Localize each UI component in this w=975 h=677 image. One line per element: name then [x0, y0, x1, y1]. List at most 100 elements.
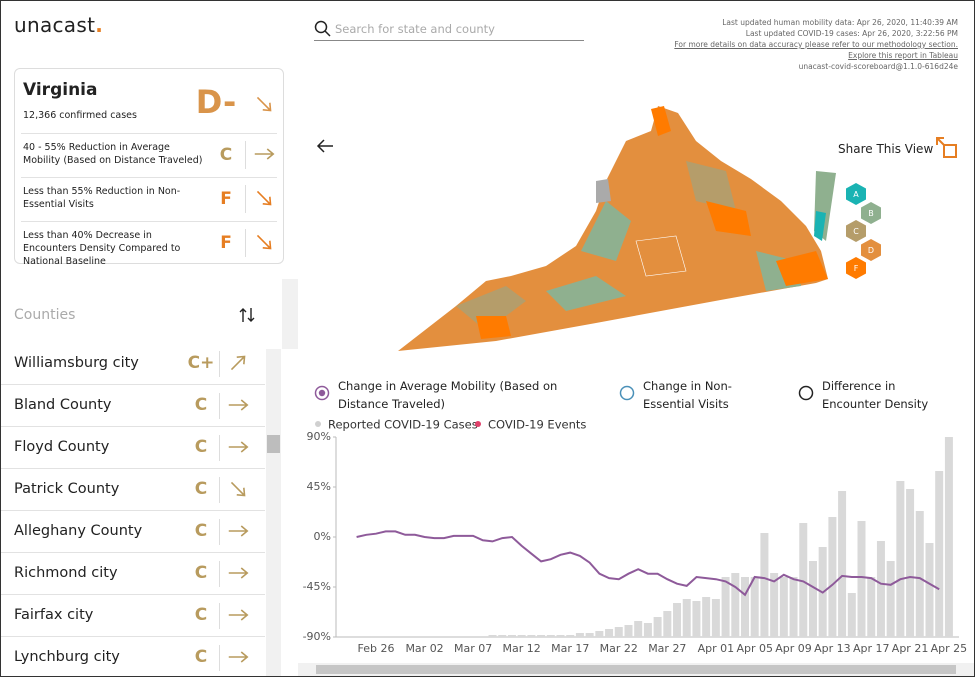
trend-arrow — [228, 609, 249, 621]
trend-arrow — [254, 148, 275, 160]
x-tick-label: Mar 22 — [600, 642, 638, 655]
county-grade: C — [194, 647, 208, 667]
county-row[interactable]: Bland County C — [1, 385, 265, 427]
x-tick-label: Mar 07 — [454, 642, 492, 655]
arrow-shape — [228, 399, 249, 411]
y-tick-label: -45% — [303, 580, 331, 593]
case-bar — [643, 623, 652, 637]
case-bar — [944, 437, 953, 637]
divider — [21, 133, 277, 134]
state-grade: D- — [195, 83, 237, 121]
radio[interactable] — [314, 385, 330, 401]
legend-label: Reported COVID-19 Cases — [328, 418, 478, 432]
sort-icon[interactable] — [237, 305, 257, 325]
back-button[interactable] — [315, 137, 337, 155]
y-tick-label: 45% — [307, 480, 331, 493]
county-name: Richmond city — [14, 565, 118, 581]
x-tick-label: Apr 25 — [931, 642, 968, 655]
arrow-shape — [228, 567, 249, 579]
radio-ring — [314, 385, 330, 401]
county-scrollbar[interactable] — [266, 349, 281, 676]
separator — [219, 603, 220, 629]
arrow-shape — [256, 190, 272, 206]
grade-letter: B — [868, 209, 874, 218]
case-bar — [886, 561, 895, 637]
grade-hex: C — [846, 220, 866, 242]
arrow-shape — [228, 525, 249, 537]
arrow-shape — [256, 234, 272, 250]
case-bar — [838, 491, 847, 637]
separator — [245, 141, 246, 169]
county-row[interactable]: Lynchburg city C — [1, 637, 265, 676]
county-grade: C — [194, 563, 208, 583]
metric-grade: F — [220, 233, 232, 253]
separator — [245, 229, 246, 257]
county-row[interactable]: Patrick County C — [1, 469, 265, 511]
radio-dot — [318, 389, 326, 397]
legend-dot — [475, 421, 481, 427]
case-bar — [857, 521, 866, 637]
case-bar — [517, 635, 526, 637]
case-bar — [711, 599, 720, 637]
arrow-shape — [230, 355, 246, 371]
case-bar — [595, 631, 604, 637]
search-box[interactable]: Search for state and county — [314, 18, 584, 41]
case-bar — [682, 599, 691, 637]
case-bar — [770, 573, 779, 637]
case-bar — [653, 617, 662, 637]
metric-grade: F — [220, 189, 232, 209]
trend-arrow — [230, 355, 246, 371]
county-row[interactable]: Fairfax city C — [1, 595, 265, 637]
separator — [245, 185, 246, 213]
arrow-shape — [228, 441, 249, 453]
state-cases: 12,366 confirmed cases — [23, 110, 137, 121]
county-row[interactable]: Williamsburg city C+ — [1, 343, 265, 385]
case-bar — [673, 603, 682, 637]
case-bar — [663, 611, 672, 637]
arrow-shape — [228, 609, 249, 621]
counties-title: Counties — [14, 307, 76, 323]
trend-arrow — [228, 399, 249, 411]
case-bar — [498, 635, 507, 637]
trend-arrow — [228, 567, 249, 579]
case-bar — [906, 489, 915, 637]
radio[interactable] — [619, 385, 635, 401]
hex — [846, 257, 866, 279]
county-list: Williamsburg city C+ Bland County C Floyd Co… — [1, 343, 265, 676]
county-row[interactable]: Richmond city C — [1, 553, 265, 595]
county-grade: C — [194, 395, 208, 415]
county-row[interactable]: Floyd County C — [1, 427, 265, 469]
share-label[interactable]: Share This View — [838, 142, 934, 156]
mobility-line — [356, 530, 940, 597]
case-bar — [575, 633, 584, 637]
case-bar — [828, 517, 837, 637]
arrow-shape — [228, 651, 249, 663]
divider — [21, 177, 277, 178]
county-row[interactable]: Alleghany County C — [1, 511, 265, 553]
separator — [219, 561, 220, 587]
case-bar — [808, 561, 817, 637]
case-bar — [537, 635, 546, 637]
case-bar — [507, 635, 516, 637]
logo[interactable]: unacast. — [14, 13, 103, 37]
share-icon[interactable] — [935, 136, 959, 160]
case-bar — [566, 635, 575, 637]
county-name: Floyd County — [14, 439, 110, 455]
separator — [219, 393, 220, 419]
chart: Reported COVID-19 Cases COVID-19 Events -9… — [303, 418, 968, 656]
case-bar — [488, 635, 497, 637]
chart-scrollbar[interactable] — [298, 663, 974, 676]
separator — [219, 351, 220, 377]
update-line: For more details on data accuracy please… — [674, 40, 958, 49]
case-bar — [847, 593, 856, 637]
separator — [219, 645, 220, 671]
separator — [219, 519, 220, 545]
metric-text: 40 - 55% Reduction in Average Mobility (… — [23, 142, 203, 166]
x-tick-label: Apr 13 — [814, 642, 851, 655]
y-tick-label: 0% — [314, 530, 331, 543]
case-bar — [634, 621, 643, 637]
grade-hex: B — [861, 201, 881, 224]
case-bar — [556, 635, 565, 637]
radio[interactable] — [798, 385, 814, 401]
